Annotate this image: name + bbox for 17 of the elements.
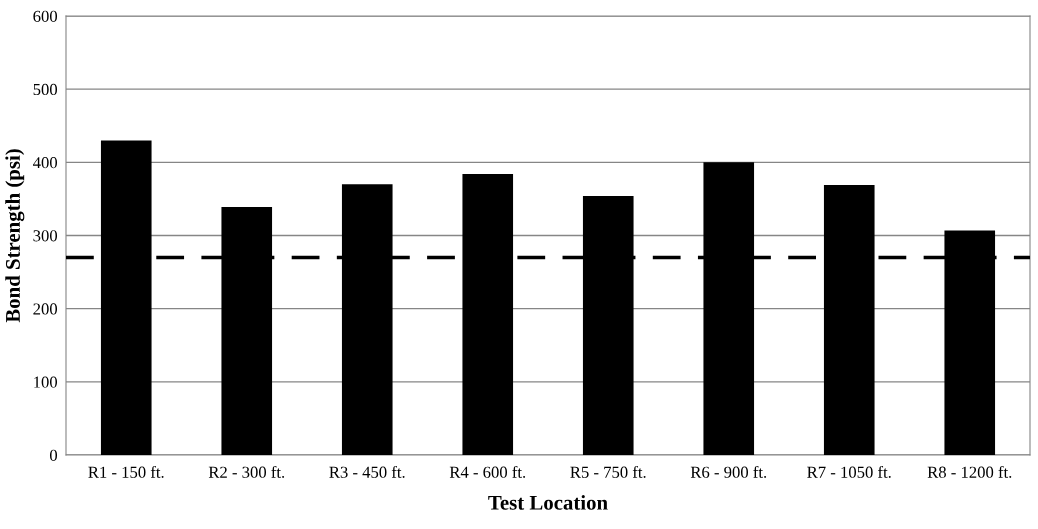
x-tick-label: R2 - 300 ft.: [208, 465, 285, 478]
x-tick-label: R7 - 1050 ft.: [807, 465, 891, 478]
y-tick-label: 500: [33, 83, 58, 96]
x-tick-label: R8 - 1200 ft.: [927, 465, 1012, 478]
y-tick-label: 600: [33, 10, 58, 22]
x-axis-title: Test Location: [488, 495, 608, 510]
x-tick-label: R6 - 900 ft.: [690, 465, 767, 478]
y-tick-label: 100: [34, 376, 58, 388]
y-tick-label: 400: [32, 157, 58, 169]
x-tick-label: R1 - 150 ft.: [88, 465, 164, 478]
x-tick-label: R3 - 450 ft.: [329, 465, 405, 478]
y-tick-label: 0: [49, 449, 58, 461]
x-tick-label: R4 - 600 ft.: [449, 465, 526, 478]
y-tick-label: 200: [33, 303, 58, 315]
x-tick-label: R5 - 750 ft.: [570, 465, 646, 478]
y-axis-title: Bond Strength (psi): [5, 149, 25, 323]
y-tick-label: 300: [33, 230, 58, 242]
